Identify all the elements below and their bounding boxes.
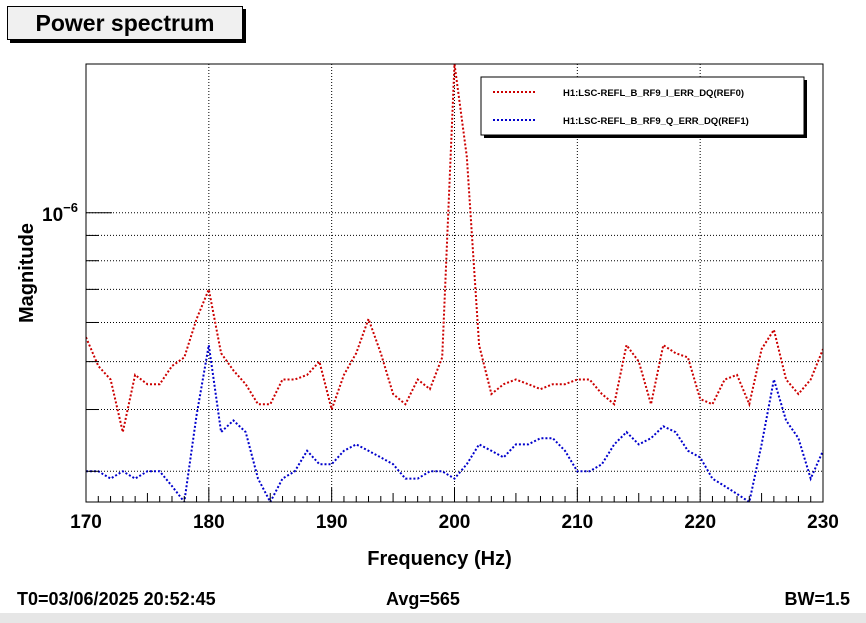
axis-ticks	[85, 212, 824, 502]
x-tick-label: 190	[316, 512, 348, 533]
x-tick-label: 230	[807, 512, 839, 533]
axis-tick-labels: 170 180 190 200 210 220 230 10−6	[42, 200, 839, 533]
x-tick-label: 210	[561, 512, 593, 533]
footer-t0: T0=03/06/2025 20:52:45	[17, 589, 216, 609]
legend[interactable]: H1:LSC-REFL_B_RF9_I_ERR_DQ(REF0) H1:LSC-R…	[480, 76, 807, 138]
status-strip	[0, 613, 866, 623]
y-axis-label: Magnitude	[16, 223, 38, 323]
legend-label-0: H1:LSC-REFL_B_RF9_I_ERR_DQ(REF0)	[563, 88, 744, 99]
legend-box	[480, 76, 805, 136]
y-tick-label: 10−6	[42, 200, 78, 226]
footer-avg: Avg=565	[386, 589, 460, 609]
x-axis-label: Frequency (Hz)	[367, 548, 511, 570]
x-tick-label: 180	[193, 512, 225, 533]
series-line-1	[86, 344, 823, 502]
plot-title: Power spectrum	[7, 6, 243, 40]
series-layer	[86, 64, 823, 502]
x-tick-label: 220	[684, 512, 716, 533]
footer-bw: BW=1.5	[784, 589, 850, 609]
x-tick-label: 200	[439, 512, 471, 533]
x-tick-label: 170	[70, 512, 102, 533]
legend-label-1: H1:LSC-REFL_B_RF9_Q_ERR_DQ(REF1)	[563, 116, 749, 127]
